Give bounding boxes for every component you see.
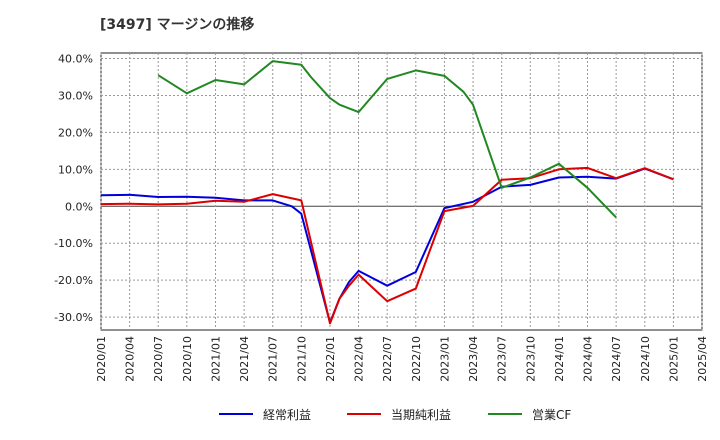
y-axis: 40.0% 30.0% 20.0% 10.0% 0.0% -10.0% -20.0% -30.… bbox=[54, 53, 93, 325]
series-line-2 bbox=[157, 60, 617, 219]
series-line-1 bbox=[100, 166, 674, 325]
x-tick-label: 2020/10 bbox=[181, 336, 194, 382]
x-tick-label: 2023/10 bbox=[524, 336, 537, 382]
x-axis: 2020/01 2020/04 2020/07 2020/10 2021/01 2021/… bbox=[95, 336, 709, 382]
x-tick-label: 2023/07 bbox=[496, 336, 509, 382]
series-line-0 bbox=[100, 167, 674, 324]
x-tick-label: 2023/01 bbox=[438, 336, 451, 382]
x-tick-label: 2020/01 bbox=[95, 336, 108, 382]
x-tick-label: 2021/01 bbox=[209, 336, 222, 382]
y-tick-label: 0.0% bbox=[65, 200, 93, 213]
y-tick-label: 40.0% bbox=[58, 53, 93, 66]
x-tick-label: 2022/01 bbox=[324, 336, 337, 382]
plot-area bbox=[100, 52, 703, 331]
x-tick-label: 2024/10 bbox=[639, 336, 652, 382]
x-tick-label: 2023/04 bbox=[467, 336, 480, 382]
x-tick-label: 2022/04 bbox=[353, 336, 366, 382]
legend-label-0: 経常利益 bbox=[263, 408, 311, 422]
grid-lines bbox=[100, 53, 703, 330]
x-tick-label: 2021/04 bbox=[238, 336, 251, 382]
y-tick-label: -20.0% bbox=[54, 274, 93, 287]
x-tick-label: 2022/10 bbox=[410, 336, 423, 382]
x-tick-label: 2022/07 bbox=[381, 336, 394, 382]
chart-title: [3497] マージンの推移 bbox=[100, 16, 254, 33]
legend-label-2: 営業CF bbox=[532, 408, 571, 422]
x-tick-label: 2021/07 bbox=[267, 336, 280, 382]
y-tick-label: 10.0% bbox=[58, 163, 93, 176]
series-lines bbox=[100, 60, 674, 325]
x-tick-label: 2021/10 bbox=[295, 336, 308, 382]
x-tick-label: 2024/01 bbox=[553, 336, 566, 382]
y-tick-label: 20.0% bbox=[58, 126, 93, 139]
y-tick-label: -30.0% bbox=[54, 311, 93, 324]
x-tick-label: 2025/04 bbox=[696, 336, 709, 382]
x-tick-label: 2024/07 bbox=[610, 336, 623, 382]
y-tick-label: 30.0% bbox=[58, 89, 93, 102]
x-tick-label: 2020/04 bbox=[124, 336, 137, 382]
x-tick-label: 2020/07 bbox=[152, 336, 165, 382]
legend: 経常利益 当期純利益 営業CF bbox=[219, 408, 571, 422]
x-tick-label: 2025/01 bbox=[667, 336, 680, 382]
y-tick-label: -10.0% bbox=[54, 237, 93, 250]
x-tick-label: 2024/04 bbox=[582, 336, 595, 382]
legend-label-1: 当期純利益 bbox=[391, 408, 451, 422]
